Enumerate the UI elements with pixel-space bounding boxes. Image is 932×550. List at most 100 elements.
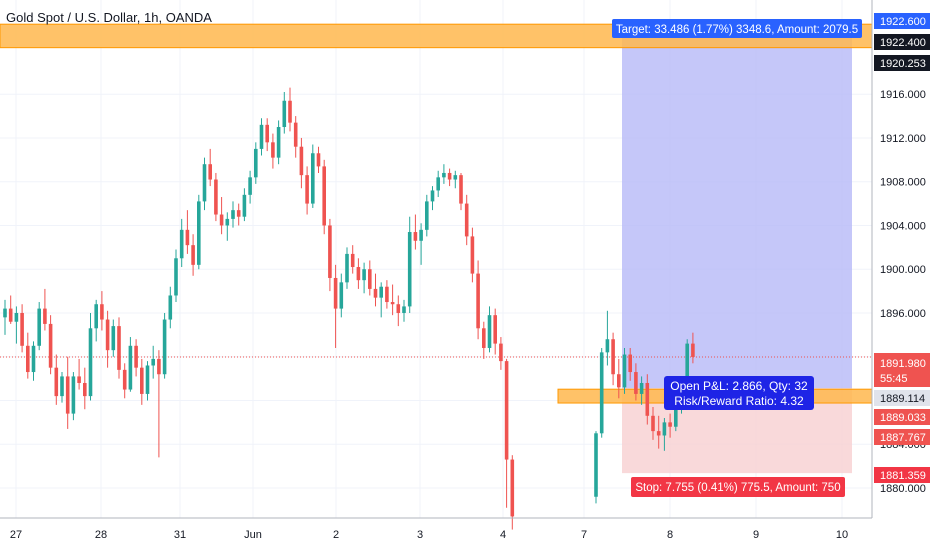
candle-body — [645, 382, 650, 416]
y-tick-label: 1908.000 — [880, 177, 926, 189]
candle-body — [447, 172, 452, 180]
candle-body — [248, 177, 252, 195]
x-tick-label: 28 — [95, 529, 107, 541]
candle-body — [390, 302, 395, 305]
candle-body — [356, 267, 361, 281]
candle-body — [65, 376, 70, 414]
candle-body — [111, 326, 116, 351]
candle-body — [83, 382, 87, 397]
candle-body — [145, 365, 150, 394]
candle-body — [622, 354, 627, 388]
y-tick-label: 1900.000 — [880, 264, 926, 276]
candle-body — [599, 352, 604, 434]
candle-body — [20, 312, 24, 346]
candle-body — [299, 146, 304, 176]
x-tick-label: 8 — [667, 529, 673, 541]
candle-body — [54, 367, 59, 397]
x-tick-label: 2 — [333, 529, 339, 541]
candle-body — [662, 422, 667, 436]
candle-body — [162, 319, 167, 375]
price-tag-zone-top: 1922.400 — [880, 37, 926, 49]
pnl-label-bg — [664, 376, 814, 410]
candle-body — [236, 210, 241, 217]
candle-body — [214, 179, 218, 215]
x-tick-label: 4 — [500, 529, 506, 541]
candle-body — [242, 194, 247, 217]
price-tag-zone2-top-bg — [874, 409, 930, 425]
candle-body — [151, 358, 155, 366]
candle-body — [430, 190, 435, 202]
candle-body — [487, 315, 492, 348]
candle-body — [674, 402, 678, 427]
candle-body — [459, 175, 463, 204]
price-tag-entry: 1889.114 — [880, 393, 925, 405]
candle-body — [333, 277, 338, 309]
stop-label: Stop: 7.755 (0.41%) 775.5, Amount: 750 — [635, 482, 840, 494]
candle-body — [43, 308, 47, 324]
candle-body — [402, 306, 406, 313]
candle-body — [26, 345, 30, 373]
y-tick-label: 1904.000 — [880, 220, 926, 232]
candle-body — [691, 343, 695, 357]
target-zone — [622, 22, 852, 389]
candle-body — [634, 372, 638, 394]
candle-body — [345, 253, 349, 283]
candle-body — [594, 433, 598, 497]
candle-body — [265, 124, 269, 143]
candle-body — [685, 343, 689, 390]
candle-body — [179, 229, 184, 259]
candle-body — [208, 164, 212, 180]
candle-body — [464, 203, 469, 237]
chart-title: Gold Spot / U.S. Dollar, 1h, OANDA — [6, 10, 212, 25]
candle-body — [482, 328, 486, 348]
candle-body — [470, 236, 475, 274]
candle-body — [174, 258, 178, 296]
x-tick-label: Jun — [244, 529, 262, 541]
candle-body — [293, 122, 298, 147]
pnl-label-line1: Open P&L: 2.866, Qty: 32 — [670, 379, 808, 393]
candle-body — [419, 229, 423, 241]
candle-body — [3, 308, 7, 318]
candle-body — [504, 361, 509, 460]
candle-body — [282, 100, 287, 128]
candle-body — [197, 201, 201, 265]
candle-body — [651, 415, 655, 432]
candle-body — [122, 369, 127, 390]
candle-body — [668, 422, 672, 427]
candle-body — [305, 175, 309, 204]
candle-body — [225, 218, 230, 226]
candle-body — [288, 100, 292, 123]
candle-body — [185, 229, 190, 246]
candle-body — [37, 308, 41, 346]
candle-body — [231, 210, 235, 219]
candle-body — [219, 214, 224, 226]
candle-body — [60, 376, 64, 397]
candle-body — [413, 232, 418, 241]
candle-body — [276, 127, 281, 158]
candle-body — [14, 312, 19, 322]
x-tick-label: 10 — [836, 529, 848, 541]
candle-body — [157, 358, 161, 375]
candle-body — [339, 282, 344, 309]
candle-body — [140, 367, 144, 394]
x-tick-label: 3 — [417, 529, 423, 541]
candle-body — [510, 459, 515, 517]
candle-body — [350, 253, 355, 268]
price-tag-zone-top-bg — [874, 34, 930, 50]
candle-body — [322, 166, 326, 226]
target-label-bg — [612, 19, 862, 38]
candle-body — [639, 382, 644, 394]
candle-body — [436, 177, 440, 191]
x-tick-label: 9 — [753, 529, 759, 541]
x-tick-label: 27 — [10, 529, 22, 541]
price-tag-current-bg — [874, 353, 930, 387]
candle-body — [191, 245, 195, 265]
candle-body — [373, 288, 378, 298]
candle-body — [379, 286, 383, 298]
price-tag-stop: 1881.359 — [880, 470, 926, 482]
candle-body — [611, 339, 615, 375]
candle-body — [48, 323, 53, 368]
candle-body — [442, 172, 446, 178]
price-tag-zone-bottom: 1920.253 — [880, 58, 926, 70]
